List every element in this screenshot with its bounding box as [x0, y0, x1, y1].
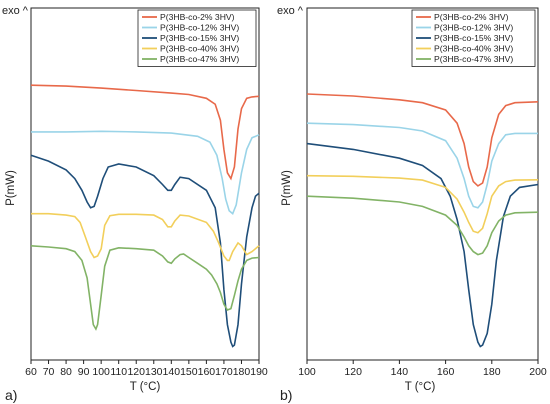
panel-b-legend-box	[411, 9, 536, 67]
panel-a-x-tick-label: 100	[92, 366, 110, 378]
panel-b-series-line-4	[306, 195, 539, 256]
panel-b-axes-frame	[306, 7, 539, 361]
panel-b-exo-label: exo ^	[277, 5, 304, 17]
panel-b-x-tick-label: 100	[298, 366, 316, 378]
panel-b-legend-label-4: P(3HB-co-47% 3HV)	[434, 54, 513, 64]
panel-b-series-line-3	[306, 174, 539, 234]
panel-a-legend-label-4: P(3HB-co-47% 3HV)	[160, 54, 239, 64]
panel-a-x-axis-label: T (°C)	[130, 381, 161, 393]
panel-a-legend-label-0: P(3HB-co-2% 3HV)	[160, 12, 235, 22]
panel-a-x-tick-label: 70	[43, 366, 55, 378]
panel-b-series-line-2	[306, 142, 539, 348]
panel-a-x-tick-label: 80	[60, 366, 72, 378]
panel-a-x-tick-label: 160	[198, 366, 216, 378]
panel-a-series-line-1	[31, 130, 260, 216]
panel-b-y-axis-label: P(mW)	[281, 170, 293, 206]
panel-a-series-line-4	[30, 245, 260, 331]
panel-a-legend-label-3: P(3HB-co-40% 3HV)	[160, 44, 239, 54]
panel-a-legend: P(3HB-co-2% 3HV)P(3HB-co-12% 3HV)P(3HB-c…	[137, 9, 257, 67]
panel-b-legend-label-1: P(3HB-co-12% 3HV)	[434, 23, 513, 33]
panel-b-x-tick-label: 180	[483, 366, 501, 378]
panel-b-legend-label-0: P(3HB-co-2% 3HV)	[434, 12, 509, 22]
panel-a-exo-label: exo ^	[2, 5, 29, 17]
panel-b-plot-area: 100 120 140 160 180 200	[298, 7, 547, 378]
panel-b-legend: P(3HB-co-2% 3HV)P(3HB-co-12% 3HV)P(3HB-c…	[411, 9, 536, 67]
panel-b-x-tick-label: 140	[391, 366, 409, 378]
panel-a-x-tick-label: 130	[145, 366, 163, 378]
panel-a-axes-frame	[30, 7, 260, 361]
panel-a-series-line-3	[31, 212, 260, 262]
panel-a: exo ^ 60 70 80 90 100 110 120 130 140 150 160 170 18…	[2, 5, 268, 403]
panel-b-label: b)	[280, 387, 292, 403]
panel-a-x-tick-label: 140	[163, 366, 181, 378]
panel-b: exo ^ 100 120 140 160 180 200 T (°C) P(mW) b)…	[277, 5, 547, 403]
panel-a-x-tick-label: 170	[215, 366, 233, 378]
panel-b-legend-label-2: P(3HB-co-15% 3HV)	[434, 33, 513, 43]
panel-b-legend-label-3: P(3HB-co-40% 3HV)	[434, 44, 513, 54]
panel-a-series-line-2	[30, 154, 260, 348]
panel-a-label: a)	[5, 387, 17, 403]
panel-a-legend-label-1: P(3HB-co-12% 3HV)	[160, 23, 239, 33]
panel-a-plot-area: 60 70 80 90 100 110 120 130 140 150 160 170 180 190	[25, 7, 268, 378]
panel-b-x-tick-label: 160	[437, 366, 455, 378]
panel-a-x-tick-label: 90	[78, 366, 90, 378]
panel-b-x-axis-label: T (°C)	[405, 381, 436, 393]
panel-a-x-tick-label: 120	[127, 366, 145, 378]
panel-b-series-line-1	[306, 122, 538, 209]
panel-a-series-line-0	[30, 84, 260, 181]
panel-b-series-line-0	[306, 93, 539, 187]
panel-b-x-tick-label: 120	[344, 366, 362, 378]
panel-a-legend-box	[137, 9, 257, 67]
panel-a-x-tick-label: 190	[250, 366, 268, 378]
panel-a-x-tick-label: 110	[110, 366, 127, 378]
panel-a-x-tick-label: 150	[180, 366, 198, 378]
panel-a-x-tick-label: 180	[233, 366, 251, 378]
panel-a-legend-label-2: P(3HB-co-15% 3HV)	[160, 33, 239, 43]
panel-a-y-axis-label: P(mW)	[5, 170, 17, 206]
panel-a-x-tick-label: 60	[25, 366, 37, 378]
panel-b-x-tick-label: 200	[529, 366, 547, 378]
